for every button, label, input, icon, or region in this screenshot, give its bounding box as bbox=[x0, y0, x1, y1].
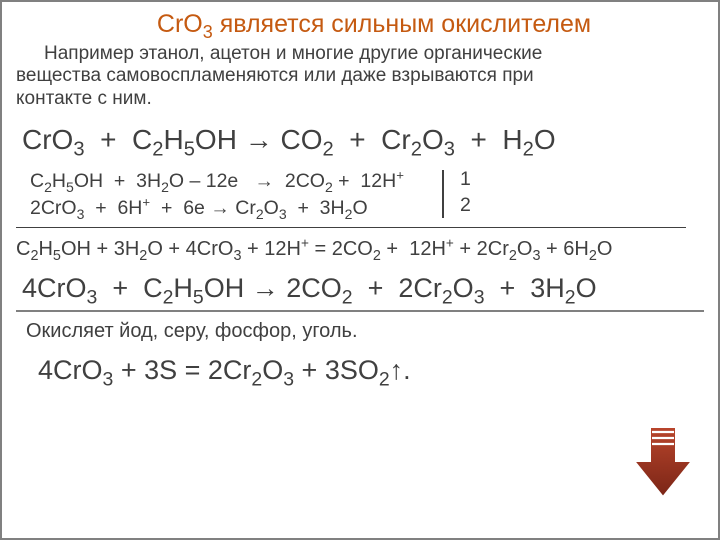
coefficient-1: 1 bbox=[460, 168, 471, 191]
half-reaction-oxidation: C2H5OH + 3H2O – 12e → 2CO2 + 12H+ bbox=[30, 168, 704, 194]
half-reaction-reduction: 2CrO3 + 6H+ + 6e → Cr2O3 + 3H2O bbox=[30, 195, 704, 221]
intro-line-1: Например этанол, ацетон и многие другие … bbox=[16, 43, 704, 65]
half-reactions-block: C2H5OH + 3H2O – 12e → 2CO2 + 12H+ 2CrO3 … bbox=[30, 168, 704, 221]
equation-sum: C2H5OH + 3H2O + 4CrO3 + 12H+ = 2CO2 + 12… bbox=[16, 238, 704, 261]
divider-line-1 bbox=[16, 227, 686, 228]
equation-sulfur: 4CrO3 + 3S = 2Cr2O3 + 3SO2↑. bbox=[38, 355, 704, 386]
intro-text: Например этанол, ацетон и многие другие … bbox=[16, 43, 704, 110]
oxidizes-note: Окисляет йод, серу, фосфор, уголь. bbox=[26, 320, 704, 343]
intro-line-2: вещества самовоспламеняются или даже взр… bbox=[16, 65, 704, 87]
intro-line-3: контакте с ним. bbox=[16, 88, 704, 110]
slide-container: CrO3 является сильным окислителем Наприм… bbox=[0, 0, 720, 540]
coefficient-2: 2 bbox=[460, 194, 471, 217]
slide-title: CrO3 является сильным окислителем bbox=[44, 10, 704, 39]
divider-line-2 bbox=[16, 310, 704, 312]
down-arrow-icon bbox=[632, 425, 694, 504]
half-reaction-divider bbox=[442, 170, 444, 218]
equation-balanced: 4CrO3 + C2H5OH → 2CO2 + 2Cr2O3 + 3H2O bbox=[22, 273, 704, 304]
equation-main: CrO3 + C2H5OH → CO2 + Cr2O3 + H2O bbox=[22, 124, 704, 156]
